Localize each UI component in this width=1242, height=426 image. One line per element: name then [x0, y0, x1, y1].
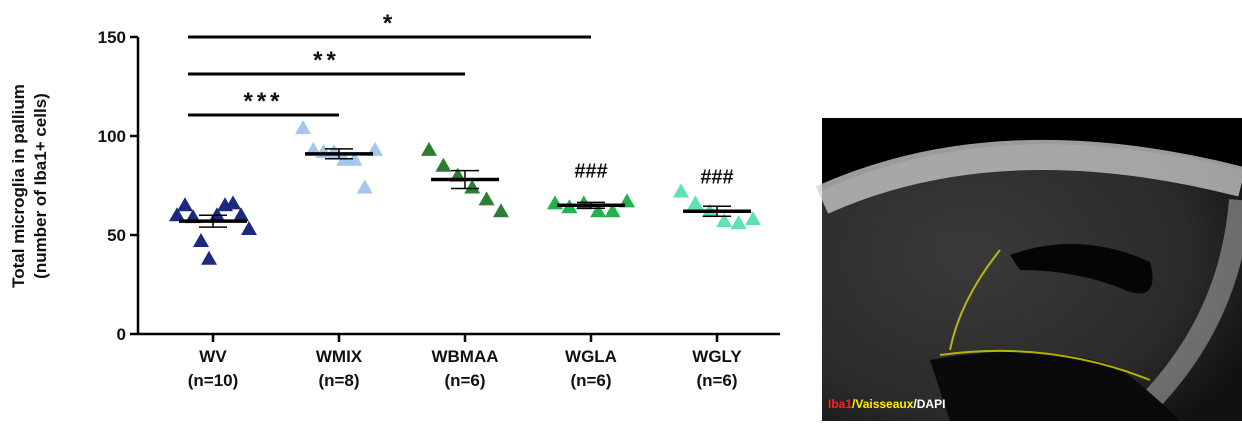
group-mark: ### [574, 161, 607, 183]
x-tick-label: WGLY [692, 347, 742, 366]
x-tick-label: WMIX [316, 347, 363, 366]
ventricle [1010, 244, 1153, 294]
data-point [233, 207, 249, 222]
caption-part: /Vaisseaux [852, 397, 914, 411]
n-label: (n=6) [696, 371, 737, 390]
data-point [177, 197, 193, 212]
x-tick-label: WBMAA [431, 347, 498, 366]
significance-label: *** [243, 88, 283, 115]
cortex-band [815, 139, 1242, 214]
data-point [547, 195, 563, 210]
data-point [604, 203, 621, 218]
y-tick-label: 0 [117, 325, 126, 344]
data-point [673, 183, 689, 198]
data-point [435, 157, 452, 172]
y-tick-label: 50 [107, 226, 126, 245]
n-label: (n=10) [188, 371, 239, 390]
caption-part: Iba1 [828, 397, 852, 411]
data-point [745, 211, 761, 226]
data-point [169, 207, 185, 222]
y-tick-label: 100 [98, 127, 126, 146]
data-point [346, 151, 363, 166]
micrograph: Iba1/Vaisseaux/DAPI [815, 118, 1242, 426]
data-point [493, 203, 509, 218]
y-tick-label: 150 [98, 28, 126, 47]
data-point [356, 179, 373, 194]
data-point [295, 120, 311, 135]
data-point [241, 221, 257, 236]
y-axis-label: (number of Iba1+ cells) [31, 93, 50, 279]
data-point [193, 232, 209, 247]
data-point [590, 203, 607, 218]
n-label: (n=6) [570, 371, 611, 390]
data-point [225, 195, 241, 210]
data-point [716, 213, 733, 228]
x-tick-label: WV [199, 347, 227, 366]
group-mark: ### [700, 166, 733, 188]
caption-part: /DAPI [913, 397, 945, 411]
outside-tissue [822, 118, 1242, 190]
significance-label: * [383, 10, 396, 37]
x-tick-label: WGLA [565, 347, 617, 366]
caption: Iba1/Vaisseaux/DAPI [828, 397, 945, 411]
data-point [478, 191, 495, 206]
data-point [687, 195, 704, 210]
data-point [421, 141, 437, 156]
data-point [464, 179, 481, 194]
n-label: (n=8) [318, 371, 359, 390]
y-axis-label: Total microglia in pallium [9, 84, 28, 288]
vessels [939, 249, 1151, 381]
data-point [730, 215, 747, 230]
n-label: (n=6) [444, 371, 485, 390]
significance-label: ** [313, 47, 340, 74]
data-point [201, 250, 217, 265]
